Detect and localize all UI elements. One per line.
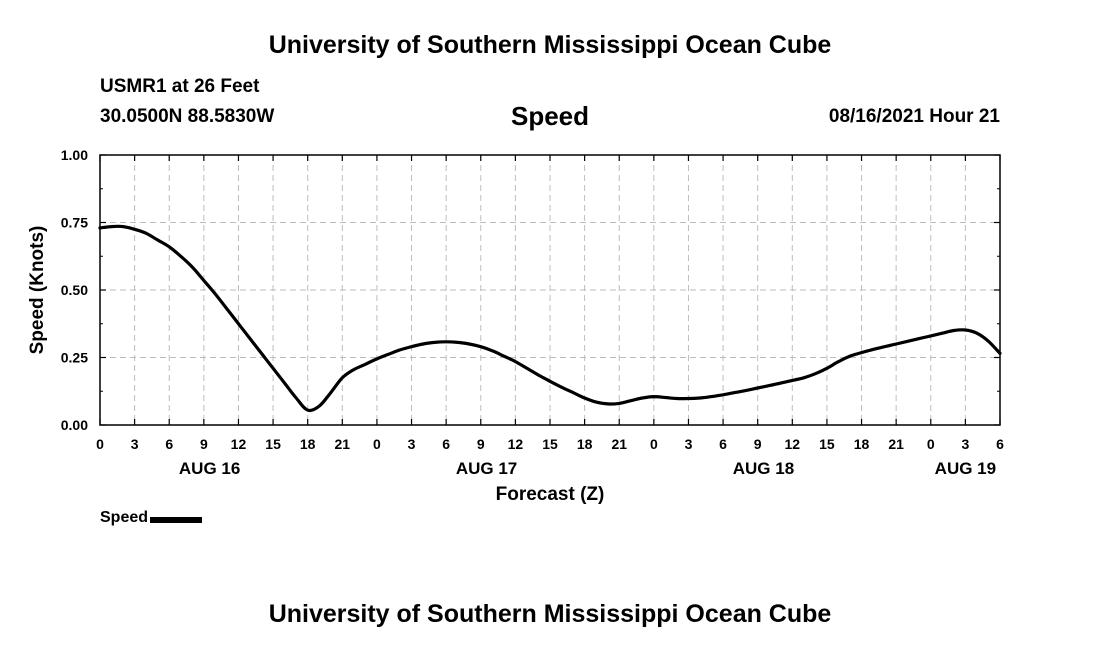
x-tick-label: 9	[754, 436, 762, 452]
x-tick-label: 3	[131, 436, 139, 452]
y-tick-label: 0.75	[61, 215, 88, 231]
x-tick-label: 15	[542, 436, 558, 452]
date-label: AUG 16	[179, 459, 240, 478]
x-tick-label: 21	[888, 436, 904, 452]
x-tick-label: 15	[819, 436, 835, 452]
date-label: AUG 19	[935, 459, 996, 478]
legend-swatch	[150, 517, 203, 523]
plot-frame	[99, 154, 1001, 426]
legend: Speed	[100, 509, 203, 527]
x-tick-label: 6	[719, 436, 727, 452]
x-tick-label: 3	[408, 436, 416, 452]
station-coordinates: 30.0500N 88.5830W	[100, 106, 275, 127]
x-tick-label: 9	[200, 436, 208, 452]
y-tick-label: 1.00	[61, 147, 88, 163]
y-tick-label: 0.00	[61, 417, 88, 433]
x-tick-label: 6	[165, 436, 173, 452]
x-tick-label: 12	[508, 436, 524, 452]
x-tick-label: 18	[577, 436, 593, 452]
chart-title: Speed	[510, 101, 590, 131]
x-tick-label: 6	[442, 436, 450, 452]
x-tick-label: 3	[961, 436, 969, 452]
series-layer	[98, 224, 1002, 413]
page-title: University of Southern Mississippi Ocean…	[268, 31, 832, 59]
forecast-datetime: 08/16/2021 Hour 21	[828, 106, 1000, 127]
x-axis-title: Forecast (Z)	[496, 484, 605, 505]
y-tick-label: 0.50	[61, 282, 88, 298]
x-tick-label: 18	[854, 436, 870, 452]
y-axis-title: Speed (Knots)	[27, 226, 48, 355]
grid-layer	[100, 155, 1000, 425]
y-tick-label: 0.25	[61, 350, 88, 366]
x-tick-label: 3	[685, 436, 693, 452]
label-layer: 0 3 6 9 12 15 18 21 0 3 6 9 12 15 18 21 0 3 6 9 12 15 18 21 0 3 6 0…	[27, 147, 1004, 505]
footer-title: University of Southern Mississippi Ocean…	[268, 600, 832, 628]
x-tick-label: 18	[300, 436, 316, 452]
x-tick-label: 21	[611, 436, 627, 452]
series-line-speed	[98, 224, 1002, 413]
legend-label: Speed	[100, 509, 149, 526]
x-tick-label: 6	[996, 436, 1004, 452]
x-tick-label: 0	[96, 436, 104, 452]
x-tick-label: 21	[335, 436, 351, 452]
x-tick-label: 0	[650, 436, 658, 452]
x-tick-label: 12	[785, 436, 801, 452]
x-tick-label: 0	[373, 436, 381, 452]
x-tick-label: 15	[265, 436, 281, 452]
date-label: AUG 17	[456, 459, 517, 478]
x-tick-label: 9	[477, 436, 485, 452]
x-tick-label: 12	[231, 436, 247, 452]
station-name: USMR1 at 26 Feet	[100, 76, 260, 97]
date-label: AUG 18	[733, 459, 794, 478]
x-tick-label: 0	[927, 436, 935, 452]
